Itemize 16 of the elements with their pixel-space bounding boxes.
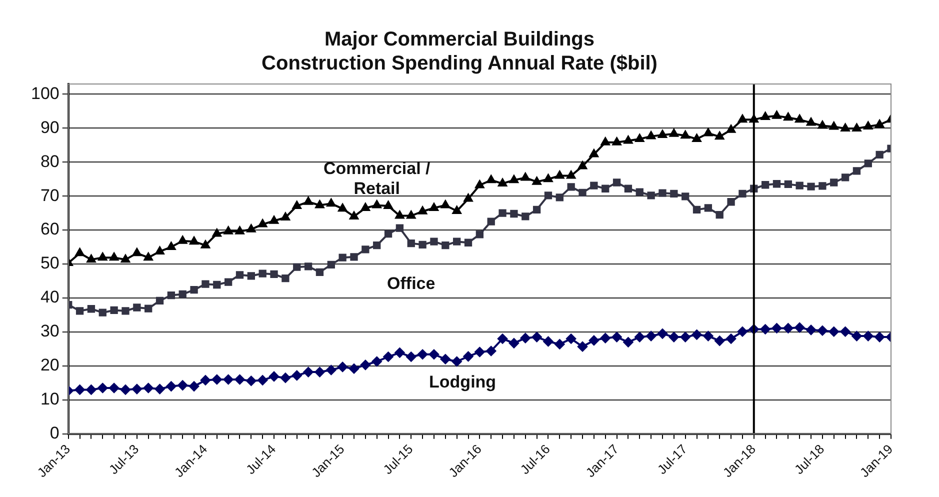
series-label: Office [387,274,436,294]
chart-title: Major Commercial Buildings [324,28,595,51]
y-tick-label: 20 [40,356,60,375]
y-tick-label: 30 [40,322,60,341]
y-tick-label: 70 [40,186,60,205]
series-label: Commercial / Retail [323,158,431,198]
series-label: Lodging [429,372,496,392]
y-tick-label: 100 [30,84,60,103]
y-tick-label: 10 [40,390,60,409]
y-tick-label: 0 [50,424,60,443]
y-tick-label: 50 [40,254,60,273]
y-tick-label: 80 [40,152,60,171]
y-tick-label: 60 [40,220,60,239]
y-tick-label: 90 [40,118,60,137]
chart-subtitle: Construction Spending Annual Rate ($bil) [262,52,658,75]
y-tick-label: 40 [40,288,60,307]
